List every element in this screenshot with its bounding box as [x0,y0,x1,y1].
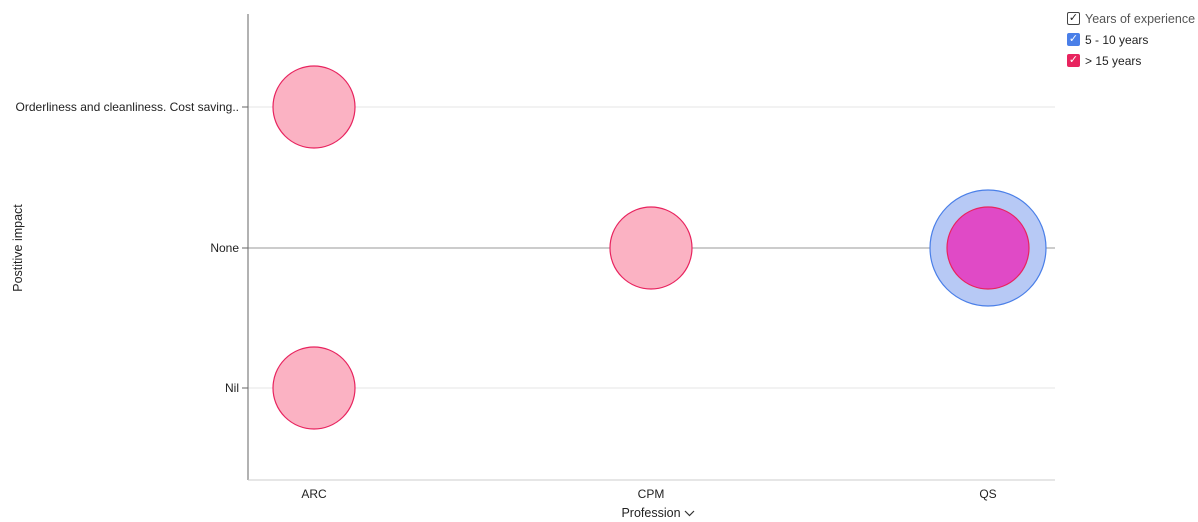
legend: ✓ Years of experience ✓ 5 - 10 years ✓ > 15… [1067,8,1195,71]
check-icon[interactable]: ✓ [1067,12,1080,25]
y-tick-label: Nil [225,381,239,395]
x-tick-label: CPM [638,487,665,501]
bubble-point[interactable] [272,65,356,149]
legend-items: ✓ 5 - 10 years ✓ > 15 years [1067,29,1195,71]
check-icon[interactable]: ✓ [1067,54,1080,67]
x-axis-title-group[interactable]: Profession [621,506,695,520]
legend-title: Years of experience [1085,11,1196,26]
bubble-point[interactable] [609,206,693,290]
legend-label: 5 - 10 years [1085,32,1149,47]
x-tick-label: QS [979,487,996,501]
tick-labels: Nil None Orderliness and cleanliness. Cost… [16,100,997,501]
bubble-point[interactable] [946,206,1030,290]
legend-label: > 15 years [1085,53,1142,68]
x-axis-title[interactable]: Profession [621,506,680,520]
legend-item[interactable]: ✓ 5 - 10 years [1067,29,1195,50]
bubble-point[interactable] [272,346,356,430]
y-axis-title: Postitive impact [11,204,25,292]
legend-title-row[interactable]: ✓ Years of experience [1067,8,1195,29]
y-tick-label: None [210,241,239,255]
x-tick-label: ARC [301,487,327,501]
bubbles [272,65,1047,430]
y-tick-label: Orderliness and cleanliness. Cost saving… [16,100,239,114]
legend-item[interactable]: ✓ > 15 years [1067,50,1195,71]
chevron-down-icon[interactable] [684,510,695,517]
check-icon[interactable]: ✓ [1067,33,1080,46]
axes [242,14,1055,481]
